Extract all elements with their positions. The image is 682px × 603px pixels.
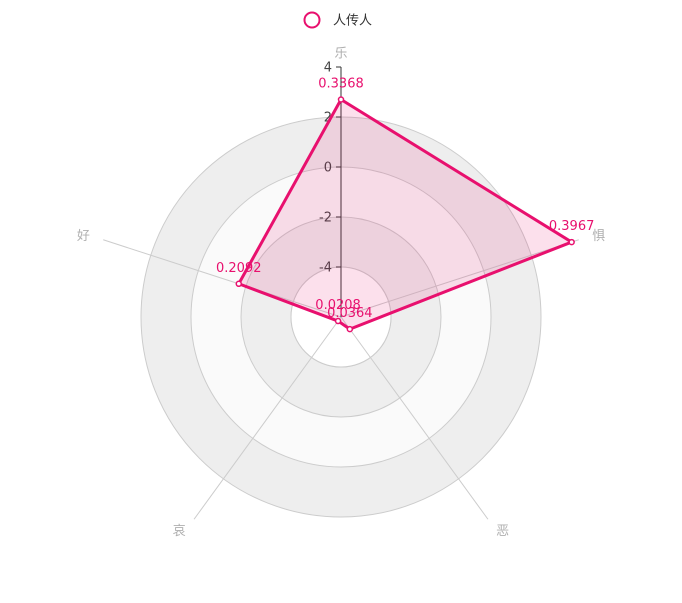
radar-spoke — [340, 239, 579, 318]
axis-tick-label: -4 — [319, 261, 332, 276]
data-point[interactable] — [334, 317, 342, 325]
radar-spoke — [193, 316, 342, 520]
indicator-label: 乐 — [334, 47, 347, 62]
indicator-label: 哀 — [173, 524, 186, 539]
data-label: 0.0208 — [315, 298, 361, 313]
indicator-label: 惧 — [592, 228, 605, 244]
axis-tick-label: 0 — [324, 161, 332, 176]
data-label: 0.3967 — [549, 219, 595, 234]
axis-tick-label: -2 — [319, 211, 332, 226]
data-point[interactable] — [235, 280, 243, 288]
indicator-label: 恶 — [496, 524, 509, 539]
indicator-label: 好 — [77, 229, 90, 244]
axis-tick-label: 2 — [324, 111, 332, 126]
legend-icon[interactable] — [303, 11, 321, 29]
radial-axis: 4 2 0 -2 -4 — [319, 61, 342, 317]
data-label: 0.2092 — [216, 261, 262, 276]
radar-spoke — [103, 239, 342, 318]
data-point[interactable] — [337, 96, 345, 103]
data-point[interactable] — [346, 325, 354, 333]
data-point[interactable] — [568, 238, 575, 246]
indicator-labels: 乐惧恶 哀 好 — [77, 47, 605, 540]
legend[interactable]: 人传人 — [303, 11, 373, 29]
data-label: 0.3368 — [318, 77, 364, 92]
data-label: 0.0364 — [327, 306, 373, 321]
series-layer — [235, 96, 575, 333]
radar-spoke — [340, 316, 489, 520]
axis-tick-label: 4 — [324, 61, 332, 76]
legend-label[interactable]: 人传人 — [333, 14, 372, 29]
series-polygon[interactable] — [237, 98, 574, 331]
